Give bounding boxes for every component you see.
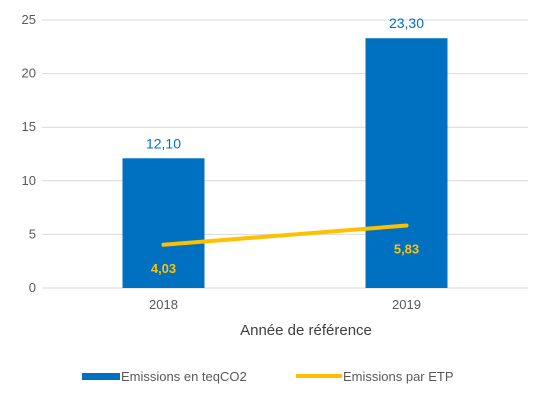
gridlines (42, 19, 528, 289)
line-data-labels: 4,03 5,83 (151, 242, 419, 276)
bar (365, 38, 448, 288)
legend: Emissions en teqCO2 Emissions par ETP (82, 369, 454, 384)
y-axis-ticks: 0 5 10 15 20 25 (22, 12, 36, 295)
line-series (161, 223, 409, 247)
bar-data-labels: 12,10 23,30 (146, 15, 424, 151)
bar-data-label: 12,10 (146, 135, 181, 151)
legend-swatch-bars (82, 373, 120, 380)
bar-data-label: 23,30 (389, 15, 424, 31)
y-tick-label: 5 (29, 226, 36, 241)
x-axis-title: Année de référence (240, 322, 372, 339)
x-tick-label: 2018 (149, 297, 178, 312)
legend-label-line: Emissions par ETP (343, 369, 454, 384)
y-tick-label: 25 (22, 12, 36, 27)
bar (122, 158, 205, 288)
y-tick-label: 15 (22, 119, 36, 134)
x-tick-label: 2019 (392, 297, 421, 312)
line-series-path (161, 223, 409, 247)
y-tick-label: 10 (22, 173, 36, 188)
line-data-label: 5,83 (394, 242, 419, 257)
y-tick-label: 20 (22, 66, 36, 81)
legend-label-bars: Emissions en teqCO2 (121, 369, 247, 384)
y-tick-label: 0 (29, 280, 36, 295)
bar-series (122, 38, 448, 288)
line-data-label: 4,03 (151, 261, 176, 276)
x-axis-ticks: 2018 2019 (149, 297, 421, 312)
